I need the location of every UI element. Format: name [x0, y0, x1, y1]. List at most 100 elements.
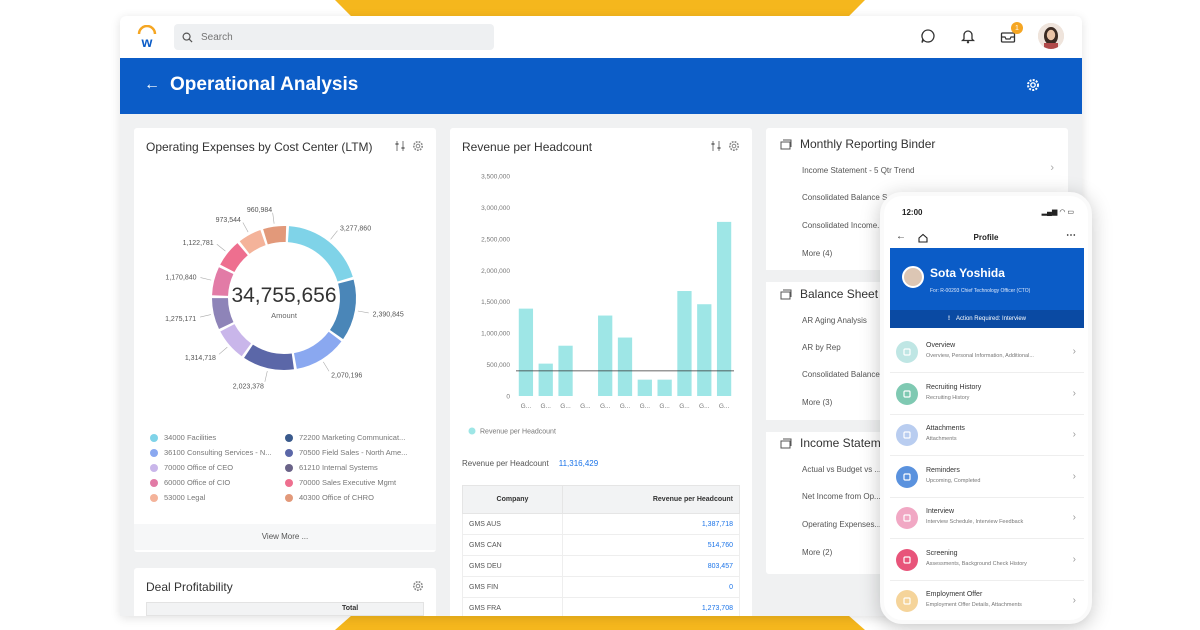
donut-slice[interactable] [287, 226, 353, 282]
binder-title[interactable]: Monthly Reporting Binder [800, 137, 936, 151]
view-more-link[interactable]: View More ... [134, 524, 436, 550]
slice-leader-line [357, 310, 369, 314]
legend-item[interactable]: 40300 Office of CHRO [285, 493, 420, 502]
legend-dot-icon [285, 433, 293, 442]
profile-section-row[interactable]: Interview Interview Schedule, Interview F… [890, 498, 1084, 539]
balance-item[interactable]: Consolidated Balance... [802, 370, 887, 379]
legend-item[interactable]: 36100 Consulting Services - N... [150, 448, 285, 457]
income-statement-title[interactable]: Income Statem... [800, 436, 891, 450]
chevron-right-icon: › [1072, 387, 1076, 399]
table-row[interactable]: GMS DEU 803,457 [462, 555, 740, 577]
legend-dot-icon [150, 478, 158, 487]
donut-slice[interactable] [239, 229, 266, 254]
donut-slice[interactable] [329, 279, 356, 340]
revenue-bar[interactable] [677, 291, 692, 396]
revenue-bar[interactable] [716, 221, 732, 396]
table-row[interactable]: GMS FRA 1,273,708 [462, 597, 740, 616]
income-item[interactable]: Net Income from Op... [802, 492, 881, 501]
legend-item[interactable]: 70500 Field Sales - North Ame... [285, 448, 420, 457]
donut-slice[interactable] [244, 344, 294, 370]
chevron-right-icon[interactable]: › [1050, 162, 1054, 174]
phone-home-icon[interactable] [918, 233, 928, 243]
profile-section-row[interactable]: Reminders Upcoming, Completed › [890, 457, 1084, 498]
donut-slice[interactable] [220, 324, 252, 357]
profile-section-row[interactable]: Overview Overview, Personal Information, … [890, 332, 1084, 373]
chat-icon[interactable] [918, 25, 938, 47]
revenue-bar[interactable] [637, 379, 652, 396]
card-title: Deal Profitability [146, 580, 233, 594]
table-row[interactable]: GMS CAN 514,760 [462, 534, 740, 556]
warning-icon: ! [947, 316, 950, 322]
action-required-banner[interactable]: ! Action Required: Interview [890, 310, 1084, 328]
search-bar[interactable] [174, 24, 494, 50]
revenue-bar[interactable] [598, 315, 613, 396]
donut-slice[interactable] [293, 331, 342, 369]
income-item[interactable]: Operating Expenses... [802, 520, 882, 529]
mobile-phone-mockup: 12:00 ▂▄▆ ◠ ▭ ← Profile ⋯ Sota Yoshida F… [880, 192, 1092, 624]
profile-section-row[interactable]: Employment Offer Employment Offer Details… [890, 581, 1084, 620]
back-arrow-icon[interactable]: ← [144, 76, 160, 93]
binder-item[interactable]: Consolidated Income... [802, 221, 884, 230]
binder-item[interactable]: Income Statement - 5 Qtr Trend [802, 166, 915, 175]
profile-section-row[interactable]: Screening Assessments, Background Check H… [890, 540, 1084, 581]
legend-item[interactable]: 70000 Sales Executive Mgmt [285, 478, 420, 487]
legend-item[interactable]: 70000 Office of CEO [150, 463, 285, 472]
gear-icon[interactable] [412, 580, 424, 592]
revenue-cell[interactable]: 803,457 [562, 555, 740, 577]
settings-gear-icon[interactable] [1026, 78, 1040, 92]
revenue-bar[interactable] [657, 379, 672, 396]
revenue-bar[interactable] [697, 304, 712, 396]
revenue-cell[interactable]: 0 [562, 576, 740, 598]
income-more-link[interactable]: More (2) [802, 548, 833, 557]
x-tick-label: G... [600, 403, 611, 410]
balance-sheet-title[interactable]: Balance Sheet [800, 287, 879, 301]
balance-more-link[interactable]: More (3) [802, 398, 833, 407]
screening-icon [896, 548, 918, 571]
filter-icon[interactable] [710, 140, 722, 152]
profile-section-row[interactable]: Recruiting History Recruiting History › [890, 374, 1084, 415]
table-row[interactable]: GMS FIN 0 [462, 576, 740, 598]
filter-icon[interactable] [394, 140, 406, 152]
phone-more-icon[interactable]: ⋯ [1066, 230, 1076, 241]
binder-item[interactable]: Consolidated Balance S... [802, 193, 895, 202]
legend-item[interactable]: 53000 Legal [150, 493, 285, 502]
donut-slice[interactable] [263, 226, 287, 245]
page-header: ← Operational Analysis [120, 58, 1082, 114]
donut-slice[interactable] [220, 243, 248, 273]
legend-item[interactable]: 34000 Facilities [150, 433, 285, 442]
legend-dot-icon [150, 463, 158, 472]
y-tick-label: 1,000,000 [481, 331, 510, 338]
search-input[interactable] [201, 31, 461, 43]
revenue-bar[interactable] [538, 363, 553, 396]
legend-item[interactable]: 72200 Marketing Communicat... [285, 433, 420, 442]
column-header-company[interactable]: Company [462, 485, 563, 514]
revenue-cell[interactable]: 514,760 [562, 534, 740, 556]
legend-item[interactable]: 60000 Office of CIO [150, 478, 285, 487]
gear-icon[interactable] [412, 140, 424, 152]
notifications-bell-icon[interactable] [958, 25, 978, 47]
table-row[interactable]: GMS AUS 1,387,718 [462, 513, 740, 535]
section-title: Employment Offer [926, 591, 983, 598]
revenue-total-value[interactable]: 11,316,429 [558, 459, 599, 468]
chevron-right-icon: › [1072, 470, 1076, 482]
user-avatar[interactable] [1038, 23, 1064, 49]
donut-slice[interactable] [212, 298, 234, 329]
balance-item[interactable]: AR by Rep [802, 343, 841, 352]
gear-icon[interactable] [728, 140, 740, 152]
phone-back-icon[interactable]: ← [896, 231, 906, 242]
revenue-bar[interactable] [617, 337, 633, 396]
balance-item[interactable]: AR Aging Analysis [802, 316, 867, 325]
legend-item[interactable]: 61210 Internal Systems [285, 463, 420, 472]
legend-label: 70000 Sales Executive Mgmt [299, 478, 397, 487]
section-subtitle: Assessments, Background Check History [926, 560, 1027, 567]
profile-section-row[interactable]: Attachments Attachments › [890, 415, 1084, 456]
binder-more-link[interactable]: More (4) [802, 249, 833, 258]
column-header-revenue[interactable]: Revenue per Headcount [562, 485, 740, 514]
income-item[interactable]: Actual vs Budget vs ... [802, 465, 882, 474]
workday-logo[interactable]: w [136, 25, 158, 49]
inbox-icon[interactable]: 1 [998, 22, 1023, 47]
revenue-cell[interactable]: 1,387,718 [562, 513, 740, 535]
donut-slice[interactable] [212, 267, 234, 296]
revenue-bar[interactable] [518, 308, 534, 396]
revenue-cell[interactable]: 1,273,708 [562, 597, 740, 616]
